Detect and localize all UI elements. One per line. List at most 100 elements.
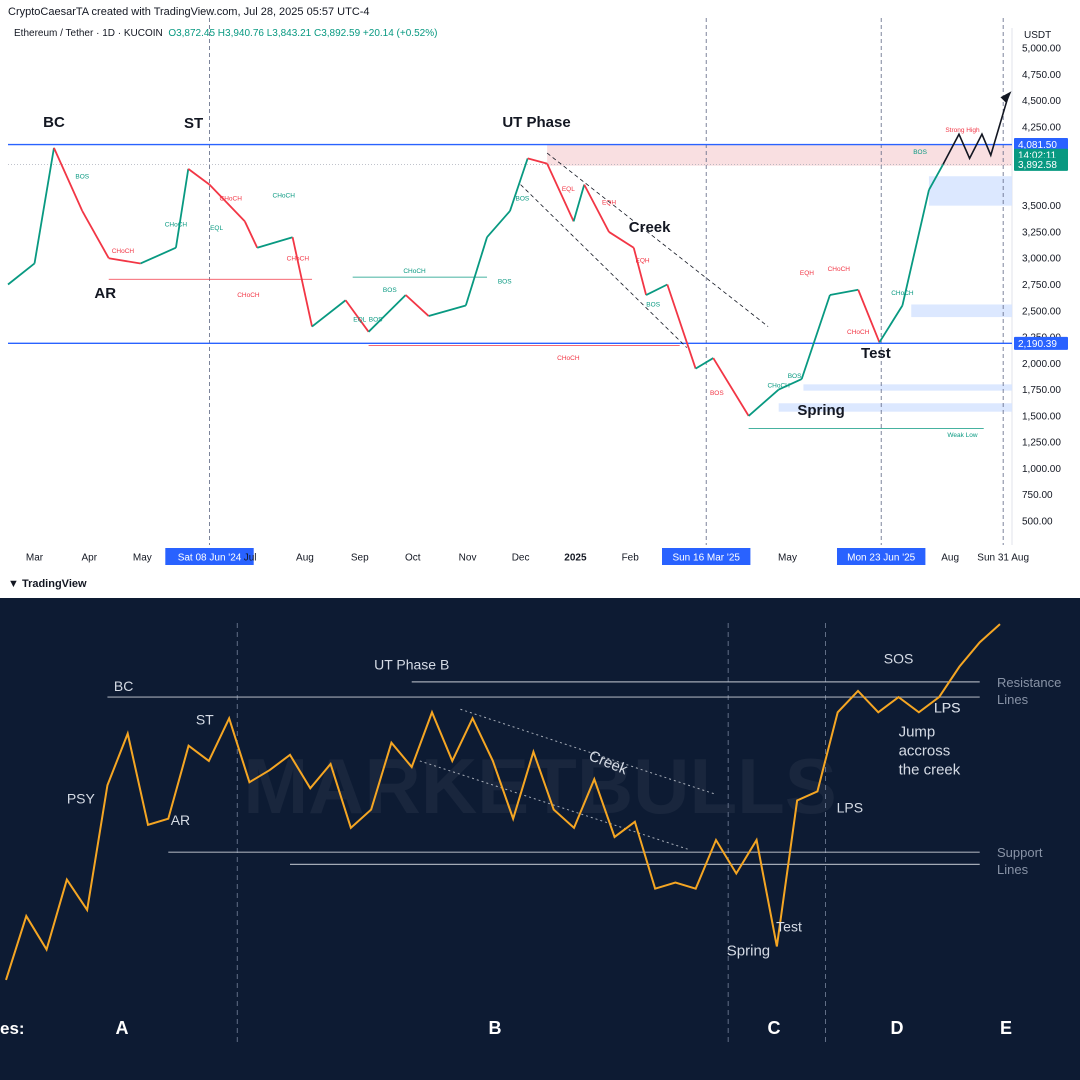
- price-tag-label: 14:02:11: [1018, 151, 1057, 162]
- y-tick-label: 1,000.00: [1022, 464, 1061, 475]
- event-label: ST: [196, 711, 214, 727]
- price-segment: [778, 378, 803, 391]
- structure-label: CHoCH: [287, 255, 310, 262]
- price-segment: [712, 357, 750, 417]
- price-segment: [857, 289, 881, 343]
- guide-side-label-line: Resistance: [997, 675, 1061, 690]
- y-tick-label: 3,250.00: [1022, 227, 1061, 238]
- phases-prefix: es:: [0, 1019, 25, 1038]
- price-segment: [367, 294, 407, 333]
- event-label: UT Phase B: [374, 657, 449, 673]
- event-label: LPS: [934, 699, 960, 715]
- structure-label: CHoCH: [165, 222, 188, 229]
- y-tick-label: 750.00: [1022, 490, 1053, 501]
- price-segment: [344, 299, 370, 333]
- x-tick-label: Aug: [941, 553, 959, 564]
- structure-label: CHoCH: [112, 248, 135, 255]
- wyckoff-annotation: BC: [43, 114, 65, 131]
- event-label: LPS: [934, 699, 960, 715]
- wyckoff-annotation: Test: [861, 345, 891, 362]
- x-tick-label: Sun 31 Aug: [977, 553, 1029, 564]
- price-segment: [695, 357, 714, 370]
- price-tag-bg: [1014, 336, 1068, 350]
- structure-label: BOS: [369, 316, 383, 323]
- structure-label: CHoCH: [828, 266, 851, 273]
- event-label-line: Jump: [899, 724, 936, 741]
- price-segment: [405, 294, 430, 317]
- guide-side-label-line: Lines: [997, 862, 1029, 877]
- price-segment: [748, 388, 780, 417]
- x-tick-label: Jul: [244, 553, 257, 564]
- guide-side-label: Resistance Lines: [997, 675, 1061, 707]
- date-tag-bg: [836, 548, 926, 565]
- price-segment: [546, 163, 575, 222]
- y-tick-label: 3,000.00: [1022, 254, 1061, 265]
- price-segment: [666, 284, 697, 369]
- structure-label: CHoCH: [273, 192, 296, 199]
- price-tag-label: 4,081.50: [1018, 140, 1057, 151]
- event-label-jump: Jump accross the creek: [899, 724, 961, 779]
- event-label: AR: [171, 812, 190, 828]
- symbol-title: Ethereum / Tether · 1D · KUCOIN: [14, 28, 163, 39]
- structure-label: CHoCH: [403, 268, 426, 275]
- projection-arrowhead: [1000, 91, 1012, 104]
- x-tick-label: Oct: [405, 553, 421, 564]
- watermark-text: MARKETBULLS: [243, 742, 837, 830]
- y-tick-label: 1,500.00: [1022, 411, 1061, 422]
- supply-zone: [547, 144, 1012, 166]
- guide-side-label-line: Support: [997, 845, 1043, 860]
- creek-line: [419, 760, 688, 850]
- event-label: Spring: [727, 943, 770, 960]
- price-segment: [7, 262, 36, 286]
- price-segment: [878, 305, 904, 343]
- creek-channel-lower: [520, 184, 688, 348]
- x-tick-label: Sat 08 Jun '24: [178, 553, 242, 564]
- demand-zone: [928, 176, 1012, 206]
- price-segment: [645, 283, 668, 296]
- price-tag-label: 2,190.39: [1018, 339, 1057, 350]
- created-caption: CryptoCaesarTA created with TradingView.…: [8, 6, 370, 18]
- structure-label: EQL: [353, 316, 366, 323]
- guide-side-label-line: Lines: [997, 692, 1029, 707]
- price-segment: [464, 236, 488, 306]
- demand-zone: [778, 403, 1012, 412]
- ohlc-values: O3,872.45 H3,940.76 L3,843.21 C3,892.59 …: [168, 28, 438, 39]
- x-tick-label: Apr: [82, 553, 98, 564]
- price-segment: [208, 184, 246, 223]
- event-label-line: accross: [899, 743, 951, 760]
- wyckoff-annotation: UT Phase: [502, 114, 570, 131]
- x-tick-label: Dec: [512, 553, 530, 564]
- y-tick-label: 4,750.00: [1022, 70, 1061, 81]
- structure-label: CHoCH: [237, 292, 260, 299]
- price-segment: [291, 237, 313, 327]
- price-segment: [81, 210, 110, 259]
- price-segment: [256, 236, 293, 249]
- y-tick-label: 4,250.00: [1022, 122, 1061, 133]
- y-tick-label: 3,500.00: [1022, 201, 1061, 212]
- price-segment: [428, 304, 467, 317]
- price-segment: [486, 210, 511, 238]
- structure-label: BOS: [710, 390, 724, 397]
- demand-zone: [803, 384, 1012, 391]
- x-tick-label: 2025: [564, 553, 587, 564]
- wyckoff-annotation: Spring: [797, 402, 845, 419]
- structure-label: CHoCH: [847, 329, 870, 336]
- phase-letter: E: [1000, 1018, 1012, 1038]
- y-tick-label: 1,250.00: [1022, 438, 1061, 449]
- price-tag-label: 3,892.58: [1018, 160, 1057, 171]
- price-segment: [632, 247, 647, 296]
- price-tag-bg: [1014, 138, 1068, 152]
- y-tick-label: 2,000.00: [1022, 359, 1061, 370]
- phase-letter: A: [116, 1018, 129, 1038]
- wyckoff-schematic-panel: MARKETBULLS PSY BC ST AR UT Phase B Creek Sprin…: [0, 598, 1080, 1080]
- x-tick-label: Mon 23 Jun '25: [847, 553, 916, 564]
- structure-label: Strong High: [945, 127, 980, 134]
- structure-label: CHoCH: [557, 355, 580, 362]
- x-tick-label: Sun 16 Mar '25: [672, 553, 740, 564]
- x-tick-label: Mar: [26, 553, 44, 564]
- structure-label: BOS: [913, 149, 927, 156]
- eth-price-chart[interactable]: BC ST AR UT Phase Creek Test Spring BOS CHoCH CHo…: [0, 0, 1080, 598]
- tradingview-chart-panel: CryptoCaesarTA created with TradingView.…: [0, 0, 1080, 598]
- price-segment: [901, 189, 930, 306]
